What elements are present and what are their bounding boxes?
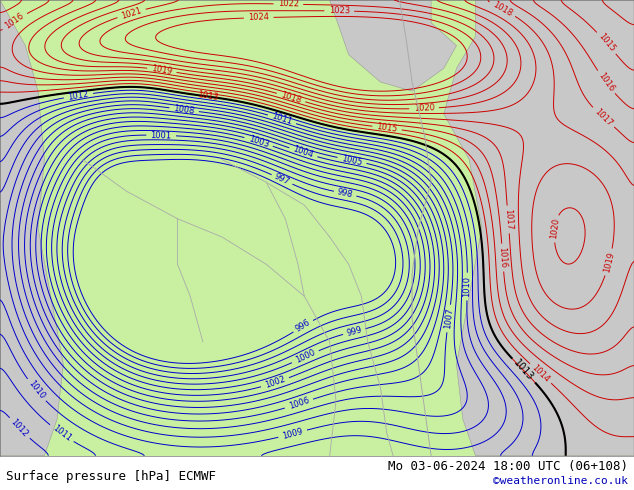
- Text: 1018: 1018: [280, 90, 302, 105]
- Polygon shape: [330, 0, 456, 91]
- Text: ©weatheronline.co.uk: ©weatheronline.co.uk: [493, 476, 628, 486]
- Text: 1003: 1003: [247, 134, 270, 149]
- Text: Mo 03-06-2024 18:00 UTC (06+108): Mo 03-06-2024 18:00 UTC (06+108): [387, 460, 628, 473]
- Text: 1020: 1020: [413, 103, 435, 113]
- Text: 1006: 1006: [288, 396, 311, 411]
- Text: 1009: 1009: [281, 427, 304, 441]
- Text: 1016: 1016: [3, 12, 26, 31]
- Text: Surface pressure [hPa] ECMWF: Surface pressure [hPa] ECMWF: [6, 469, 216, 483]
- Text: 1011: 1011: [271, 112, 294, 127]
- Text: 998: 998: [337, 187, 354, 200]
- Text: 1015: 1015: [597, 32, 617, 54]
- Text: 1001: 1001: [150, 130, 172, 140]
- Text: 1005: 1005: [340, 154, 363, 167]
- Text: 1015: 1015: [376, 122, 398, 134]
- Text: 1014: 1014: [530, 363, 551, 384]
- Text: 1021: 1021: [120, 6, 143, 21]
- Text: 1017: 1017: [503, 209, 514, 230]
- Text: 1017: 1017: [593, 107, 614, 128]
- Text: 1008: 1008: [173, 104, 195, 116]
- Text: 1013: 1013: [512, 358, 536, 383]
- Text: 1007: 1007: [443, 308, 455, 330]
- Text: 1019: 1019: [151, 64, 173, 76]
- Text: 1002: 1002: [264, 375, 287, 390]
- Text: 1013: 1013: [197, 91, 219, 102]
- Text: 997: 997: [273, 172, 291, 187]
- Text: 1012: 1012: [67, 89, 89, 101]
- Text: 1019: 1019: [602, 251, 616, 273]
- Text: 1020: 1020: [549, 218, 560, 240]
- Text: 1010: 1010: [26, 379, 46, 401]
- Text: 996: 996: [294, 318, 313, 334]
- Polygon shape: [444, 0, 634, 456]
- Text: 1011: 1011: [50, 424, 72, 443]
- Text: 1022: 1022: [278, 0, 299, 9]
- Text: 1016: 1016: [498, 247, 508, 269]
- Text: 1004: 1004: [292, 145, 314, 160]
- Text: 1023: 1023: [328, 6, 350, 16]
- Text: 1024: 1024: [248, 13, 269, 23]
- Text: 1018: 1018: [491, 0, 514, 18]
- Text: 1012: 1012: [9, 417, 30, 439]
- Text: 999: 999: [346, 325, 363, 338]
- Text: 1000: 1000: [294, 348, 317, 365]
- Text: 1010: 1010: [463, 276, 472, 297]
- Text: 1016: 1016: [596, 71, 616, 94]
- Polygon shape: [0, 0, 63, 456]
